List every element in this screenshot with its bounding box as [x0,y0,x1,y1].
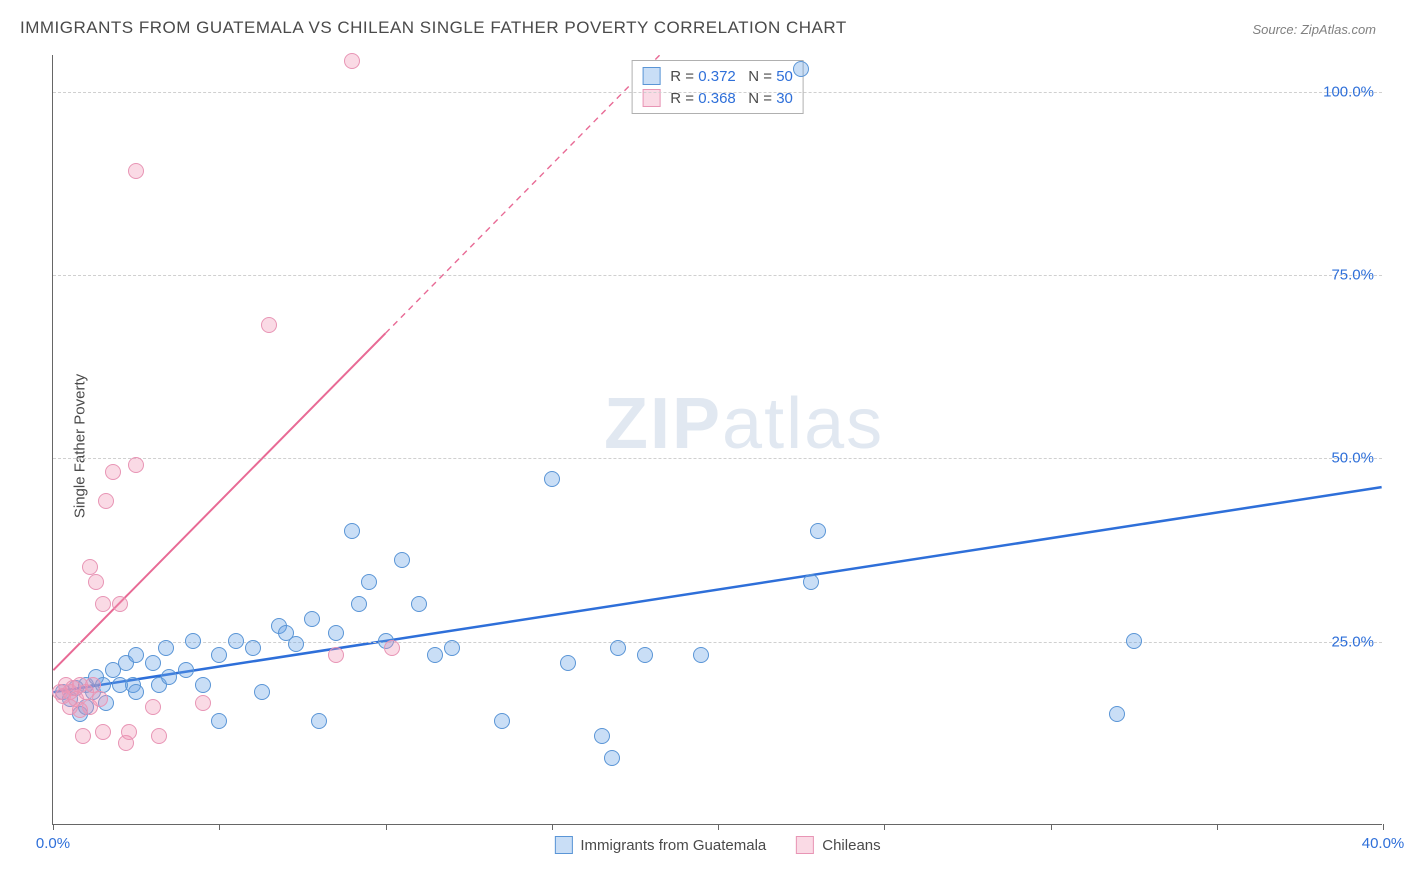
data-point [311,713,327,729]
data-point [195,677,211,693]
data-point [98,493,114,509]
data-point [105,464,121,480]
legend-stats: R = 0.372 N = 50 [666,68,793,85]
data-point [610,640,626,656]
legend-row: R = 0.368 N = 30 [642,87,793,109]
data-point [128,163,144,179]
data-point [185,633,201,649]
data-point [384,640,400,656]
watermark: ZIPatlas [604,383,884,465]
data-point [161,669,177,685]
data-point [1126,633,1142,649]
chart-title: IMMIGRANTS FROM GUATEMALA VS CHILEAN SIN… [20,18,847,38]
data-point [328,625,344,641]
x-tick [884,824,885,830]
legend-correlation: R = 0.372 N = 50 R = 0.368 N = 30 [631,60,804,114]
y-tick-label: 100.0% [1323,83,1374,100]
legend-series-label: Chileans [822,837,880,854]
data-point [151,728,167,744]
data-point [604,750,620,766]
data-point [427,647,443,663]
data-point [158,640,174,656]
data-point [128,684,144,700]
legend-swatch [642,67,660,85]
y-tick-label: 50.0% [1331,450,1374,467]
data-point [88,574,104,590]
data-point [351,596,367,612]
legend-series-label: Immigrants from Guatemala [580,837,766,854]
data-point [245,640,261,656]
data-point [411,596,427,612]
data-point [82,559,98,575]
data-point [121,724,137,740]
data-point [211,647,227,663]
x-tick [219,824,220,830]
data-point [95,724,111,740]
data-point [75,728,91,744]
x-tick-label: 0.0% [36,835,70,852]
gridline [53,92,1382,93]
data-point [344,523,360,539]
legend-series-item: Immigrants from Guatemala [554,836,766,854]
data-point [145,655,161,671]
data-point [95,596,111,612]
data-point [128,457,144,473]
data-point [211,713,227,729]
trend-lines [53,55,1382,824]
data-point [394,552,410,568]
x-tick [718,824,719,830]
data-point [261,317,277,333]
data-point [195,695,211,711]
x-tick-label: 40.0% [1362,835,1405,852]
data-point [544,471,560,487]
legend-series-item: Chileans [796,836,880,854]
data-point [344,53,360,69]
x-tick [1051,824,1052,830]
data-point [494,713,510,729]
data-point [594,728,610,744]
data-point [810,523,826,539]
data-point [793,61,809,77]
data-point [288,636,304,652]
data-point [145,699,161,715]
data-point [560,655,576,671]
trend-line-solid [53,487,1381,692]
legend-swatch [554,836,572,854]
data-point [128,647,144,663]
trend-line-dashed [385,55,659,333]
x-tick [386,824,387,830]
x-tick [1217,824,1218,830]
x-tick [552,824,553,830]
gridline [53,458,1382,459]
data-point [228,633,244,649]
y-tick-label: 25.0% [1331,633,1374,650]
x-tick [53,824,54,830]
data-point [444,640,460,656]
data-point [178,662,194,678]
y-tick-label: 75.0% [1331,267,1374,284]
legend-series: Immigrants from Guatemala Chileans [554,836,880,854]
data-point [1109,706,1125,722]
legend-swatch [796,836,814,854]
x-tick [1383,824,1384,830]
gridline [53,275,1382,276]
data-point [85,677,101,693]
data-point [112,596,128,612]
data-point [693,647,709,663]
legend-row: R = 0.372 N = 50 [642,65,793,87]
source-attribution: Source: ZipAtlas.com [1252,22,1376,37]
data-point [361,574,377,590]
data-point [803,574,819,590]
plot-area: ZIPatlas R = 0.372 N = 50 R = 0.368 N = … [52,55,1382,825]
data-point [637,647,653,663]
chart-container: IMMIGRANTS FROM GUATEMALA VS CHILEAN SIN… [0,0,1406,892]
data-point [304,611,320,627]
data-point [92,691,108,707]
data-point [328,647,344,663]
data-point [254,684,270,700]
